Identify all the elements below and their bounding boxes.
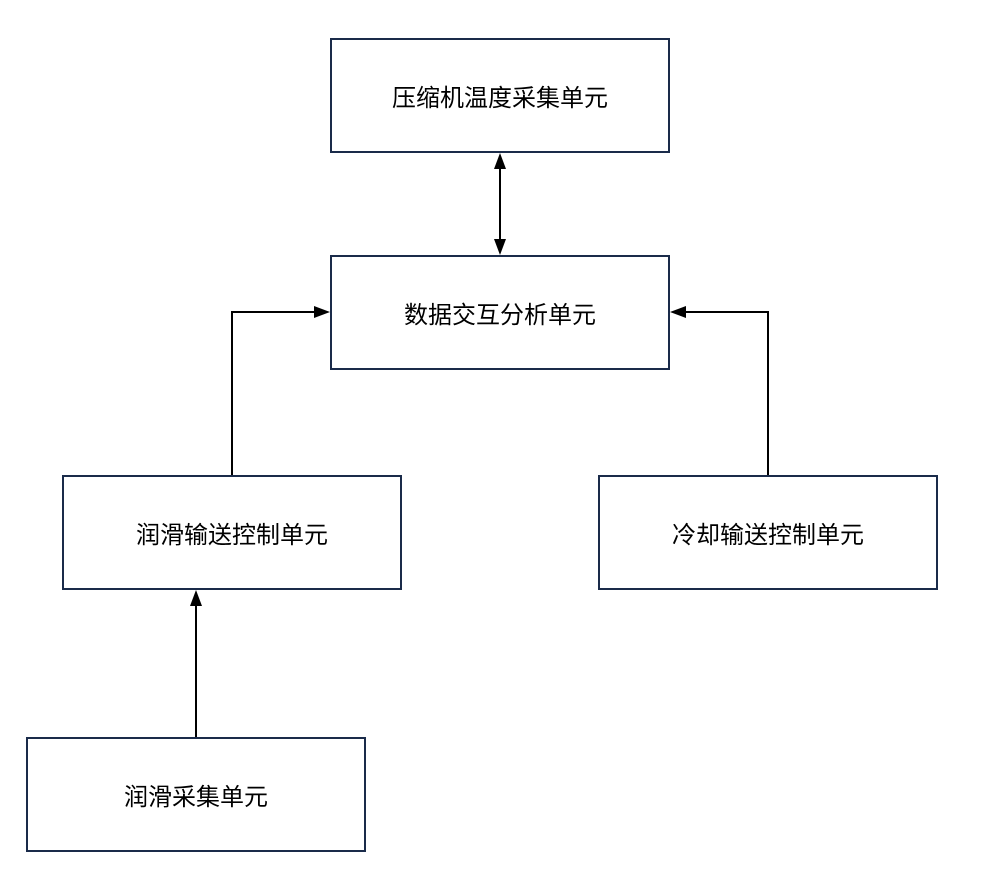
node-label: 冷却输送控制单元: [672, 515, 864, 550]
node-node1: 压缩机温度采集单元: [330, 38, 670, 153]
edge-edge2: [232, 312, 316, 475]
edge-edge3: [684, 312, 768, 475]
node-node5: 润滑采集单元: [26, 737, 366, 852]
node-node2: 数据交互分析单元: [330, 255, 670, 370]
node-node4: 冷却输送控制单元: [598, 475, 938, 590]
node-label: 润滑输送控制单元: [136, 515, 328, 550]
node-label: 润滑采集单元: [124, 777, 268, 812]
node-label: 数据交互分析单元: [404, 295, 596, 330]
node-label: 压缩机温度采集单元: [392, 78, 608, 113]
flowchart-diagram: 压缩机温度采集单元数据交互分析单元润滑输送控制单元 冷却输送控制单元润滑采集单元: [0, 0, 1000, 894]
node-node3: 润滑输送控制单元: [62, 475, 402, 590]
